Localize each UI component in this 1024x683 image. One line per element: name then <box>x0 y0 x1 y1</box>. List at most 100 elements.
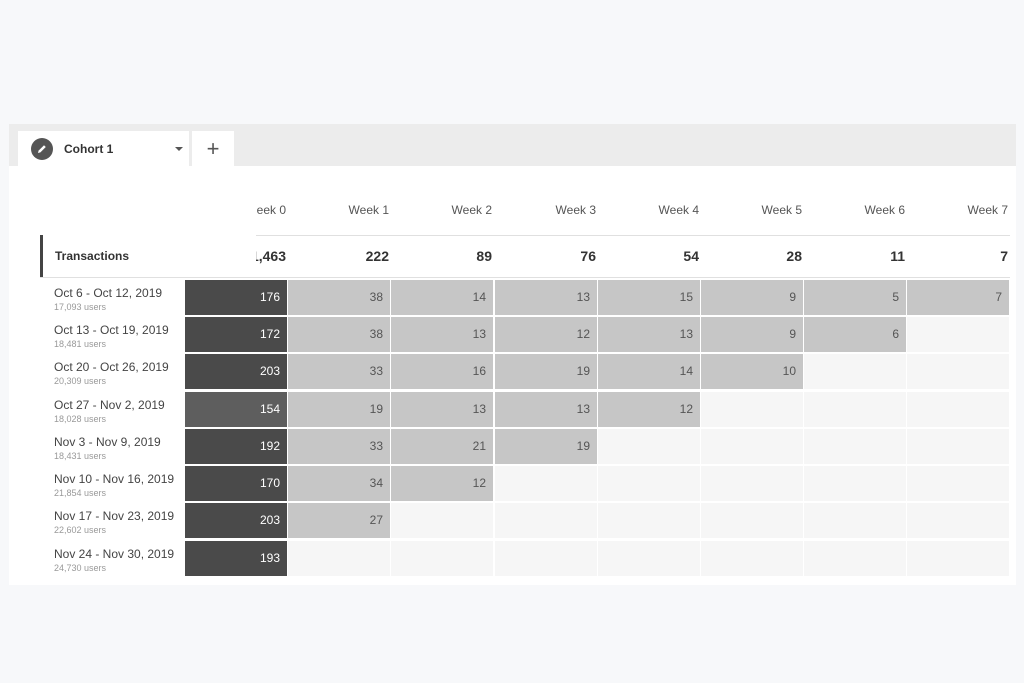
cohort-empty-cell <box>907 429 1009 464</box>
cohort-value-cell[interactable]: 176 <box>185 280 287 315</box>
column-total: 54 <box>683 248 699 264</box>
cohort-empty-cell <box>907 392 1009 427</box>
cohort-value-cell[interactable]: 13 <box>391 317 493 352</box>
cohort-empty-cell <box>391 503 493 538</box>
cohort-value-cell[interactable]: 27 <box>288 503 390 538</box>
cohort-empty-cell <box>288 541 390 576</box>
cohort-row-label: Oct 27 - Nov 2, 2019 18,028 users <box>54 398 189 425</box>
column-header: Week 4 <box>658 203 699 217</box>
column-total: 89 <box>476 248 492 264</box>
cohort-value-cell[interactable]: 15 <box>598 280 700 315</box>
cohort-empty-cell <box>495 503 597 538</box>
totals-divider <box>40 235 1010 236</box>
cohort-value-cell[interactable]: 33 <box>288 429 390 464</box>
cohort-value-cell[interactable]: 14 <box>391 280 493 315</box>
cohort-row-label: Nov 17 - Nov 23, 2019 22,602 users <box>54 509 189 536</box>
cohort-date-range: Nov 3 - Nov 9, 2019 <box>54 435 161 449</box>
cohort-empty-cell <box>598 541 700 576</box>
cohort-empty-cell <box>907 541 1009 576</box>
cohort-value-cell[interactable]: 19 <box>495 429 597 464</box>
cohort-date-range: Oct 20 - Oct 26, 2019 <box>54 360 169 374</box>
cohort-value-cell[interactable]: 12 <box>495 317 597 352</box>
cohort-empty-cell <box>598 429 700 464</box>
cohort-row-label: Nov 24 - Nov 30, 2019 24,730 users <box>54 547 189 574</box>
cohort-user-count: 22,602 users <box>54 525 107 535</box>
cohort-empty-cell <box>495 466 597 501</box>
cohort-value-cell[interactable]: 170 <box>185 466 287 501</box>
cohort-value-cell[interactable]: 9 <box>701 280 803 315</box>
cohort-value-cell[interactable]: 154 <box>185 392 287 427</box>
totals-divider-bottom <box>40 277 1010 278</box>
cohort-value-cell[interactable]: 192 <box>185 429 287 464</box>
cohort-empty-cell <box>804 503 906 538</box>
cohort-user-count: 24,730 users <box>54 563 107 573</box>
add-tab-button[interactable]: + <box>192 131 234 166</box>
tab-cohort-1[interactable]: Cohort 1 <box>18 131 189 166</box>
cohort-value-cell[interactable]: 7 <box>907 280 1009 315</box>
cohort-value-cell[interactable]: 12 <box>598 392 700 427</box>
cohort-value-cell[interactable]: 33 <box>288 354 390 389</box>
cohort-value-cell[interactable]: 193 <box>185 541 287 576</box>
cohort-value-cell[interactable]: 12 <box>391 466 493 501</box>
cohort-empty-cell <box>495 541 597 576</box>
cohort-value-cell[interactable]: 16 <box>391 354 493 389</box>
cohort-value-cell[interactable]: 5 <box>804 280 906 315</box>
cohort-row-label: Oct 20 - Oct 26, 2019 20,309 users <box>54 360 189 387</box>
cohort-value-cell[interactable]: 13 <box>598 317 700 352</box>
column-header: Week 3 <box>555 203 596 217</box>
column-total: 76 <box>580 248 596 264</box>
cohort-empty-cell <box>701 466 803 501</box>
column-total: 222 <box>365 248 389 264</box>
cohort-value-cell[interactable]: 172 <box>185 317 287 352</box>
cohort-empty-cell <box>598 466 700 501</box>
metric-label: Transactions <box>55 249 130 263</box>
tab-label: Cohort 1 <box>64 141 114 156</box>
cohort-table-panel: Cohort 1 + eek 0 Week 1 Week 2 Week 3 Week 4… <box>9 124 1016 585</box>
cohort-value-cell[interactable]: 203 <box>185 354 287 389</box>
cohort-empty-cell <box>907 317 1009 352</box>
chevron-down-icon[interactable] <box>175 147 183 151</box>
cohort-value-cell[interactable]: 6 <box>804 317 906 352</box>
cohort-row-label: Nov 3 - Nov 9, 2019 18,431 users <box>54 435 189 462</box>
metric-selector[interactable]: Transactions <box>40 235 256 277</box>
cohort-value-cell[interactable]: 13 <box>495 280 597 315</box>
cohort-user-count: 20,309 users <box>54 376 107 386</box>
column-header: Week 5 <box>761 203 802 217</box>
cohort-value-cell[interactable]: 13 <box>391 392 493 427</box>
cohort-value-cell[interactable]: 38 <box>288 317 390 352</box>
cohort-empty-cell <box>701 541 803 576</box>
cohort-user-count: 21,854 users <box>54 488 107 498</box>
cohort-user-count: 18,028 users <box>54 414 107 424</box>
tab-bar: Cohort 1 + <box>9 124 1016 166</box>
cohort-empty-cell <box>701 392 803 427</box>
cohort-date-range: Oct 6 - Oct 12, 2019 <box>54 286 163 300</box>
cohort-value-cell[interactable]: 9 <box>701 317 803 352</box>
cohort-empty-cell <box>804 392 906 427</box>
cohort-value-cell[interactable]: 19 <box>288 392 390 427</box>
cohort-row-label: Oct 13 - Oct 19, 2019 18,481 users <box>54 323 189 350</box>
pencil-icon[interactable] <box>31 137 53 160</box>
cohort-empty-cell <box>907 354 1009 389</box>
cohort-empty-cell <box>701 503 803 538</box>
cohort-date-range: Nov 24 - Nov 30, 2019 <box>54 547 175 561</box>
cohort-value-cell[interactable]: 21 <box>391 429 493 464</box>
cohort-value-cell[interactable]: 203 <box>185 503 287 538</box>
column-header: Week 7 <box>967 203 1008 217</box>
cohort-date-range: Oct 13 - Oct 19, 2019 <box>54 323 169 337</box>
cohort-date-range: Oct 27 - Nov 2, 2019 <box>54 398 165 412</box>
cohort-value-cell[interactable]: 13 <box>495 392 597 427</box>
cohort-date-range: Nov 17 - Nov 23, 2019 <box>54 509 175 523</box>
column-total: 28 <box>786 248 802 264</box>
cohort-value-cell[interactable]: 19 <box>495 354 597 389</box>
cohort-value-cell[interactable]: 14 <box>598 354 700 389</box>
cohort-empty-cell <box>804 429 906 464</box>
cohort-empty-cell <box>907 466 1009 501</box>
column-total: 7 <box>1000 248 1008 264</box>
cohort-empty-cell <box>907 503 1009 538</box>
cohort-value-cell[interactable]: 10 <box>701 354 803 389</box>
cohort-row-label: Oct 6 - Oct 12, 2019 17,093 users <box>54 286 189 313</box>
column-header: eek 0 <box>256 203 286 217</box>
cohort-value-cell[interactable]: 38 <box>288 280 390 315</box>
cohort-value-cell[interactable]: 34 <box>288 466 390 501</box>
cohort-empty-cell <box>804 354 906 389</box>
